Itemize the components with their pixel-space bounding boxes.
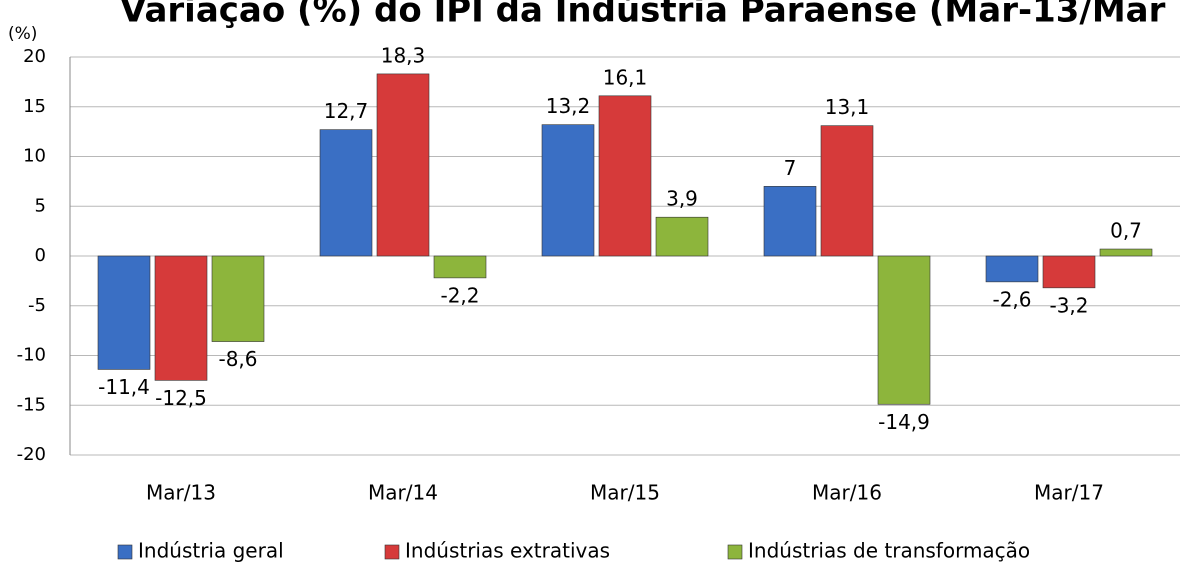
y-tick-label: -15 bbox=[17, 394, 46, 415]
bar bbox=[1099, 248, 1153, 257]
y-tick-label: -20 bbox=[17, 444, 46, 465]
y-tick-label: -5 bbox=[28, 295, 46, 316]
x-tick-label: Mar/17 bbox=[1034, 481, 1104, 505]
bar bbox=[211, 255, 265, 342]
x-tick-label: Mar/15 bbox=[590, 481, 660, 505]
legend-label: Indústria geral bbox=[138, 539, 284, 563]
legend-swatch bbox=[727, 544, 743, 560]
value-label: 13,2 bbox=[546, 94, 591, 118]
legend-swatch bbox=[384, 544, 400, 560]
value-label: -8,6 bbox=[218, 347, 257, 371]
bar bbox=[820, 125, 874, 257]
x-tick-label: Mar/14 bbox=[368, 481, 438, 505]
x-tick-label: Mar/13 bbox=[146, 481, 216, 505]
bar bbox=[655, 216, 709, 257]
value-label: 13,1 bbox=[825, 95, 870, 119]
y-tick-label: 5 bbox=[35, 195, 46, 216]
bar bbox=[763, 186, 817, 257]
value-label: -14,9 bbox=[878, 410, 930, 434]
chart-title: Variação (%) do IPI da Indústria Paraens… bbox=[120, 0, 1166, 31]
value-label: -2,2 bbox=[440, 283, 479, 307]
bar bbox=[319, 129, 373, 257]
bar bbox=[985, 255, 1039, 283]
value-label: -11,4 bbox=[98, 375, 150, 399]
y-tick-label: -10 bbox=[17, 345, 46, 366]
value-label: -2,6 bbox=[992, 287, 1031, 311]
value-label: -12,5 bbox=[155, 386, 207, 410]
x-tick-label: Mar/16 bbox=[812, 481, 882, 505]
bar bbox=[877, 255, 931, 405]
y-tick-label: 0 bbox=[35, 245, 46, 266]
bar bbox=[433, 255, 487, 279]
legend-label: Indústrias extrativas bbox=[405, 539, 610, 563]
legend-swatch bbox=[117, 544, 133, 560]
value-label: 3,9 bbox=[666, 187, 698, 211]
value-label: 18,3 bbox=[381, 43, 426, 67]
value-label: 12,7 bbox=[324, 99, 369, 123]
y-tick-label: 10 bbox=[23, 146, 46, 167]
bar bbox=[97, 255, 151, 370]
value-label: 16,1 bbox=[603, 65, 648, 89]
y-tick-label: 20 bbox=[23, 46, 46, 67]
value-label: 7 bbox=[784, 156, 797, 180]
bar bbox=[598, 95, 652, 257]
bar bbox=[376, 73, 430, 257]
legend-label: Indústrias de transformação bbox=[748, 539, 1030, 563]
bar bbox=[1042, 255, 1096, 289]
y-tick-label: 15 bbox=[23, 96, 46, 117]
y-axis-label: (%) bbox=[8, 24, 37, 44]
bar bbox=[541, 124, 595, 257]
value-label: -3,2 bbox=[1049, 293, 1088, 317]
bar bbox=[154, 255, 208, 381]
value-label: 0,7 bbox=[1110, 219, 1142, 243]
